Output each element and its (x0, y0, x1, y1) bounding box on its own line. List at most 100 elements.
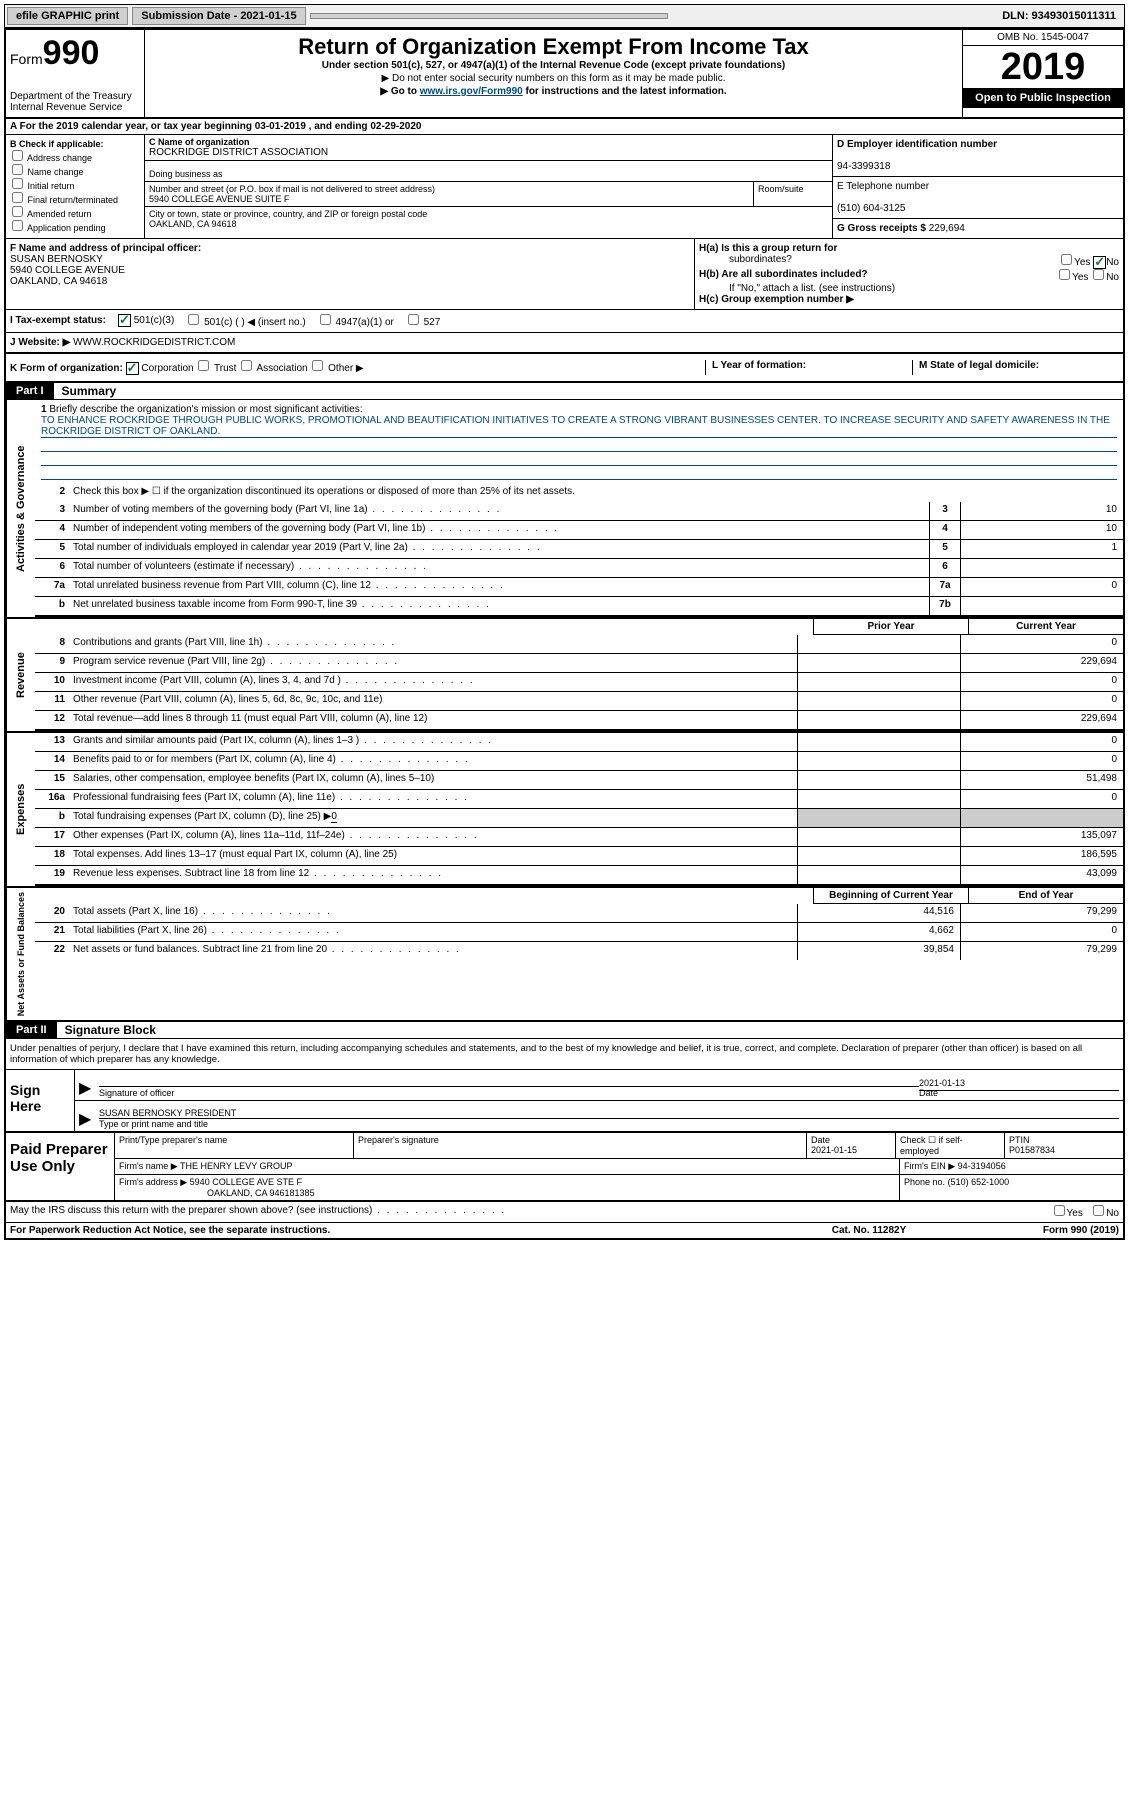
firm-ein: Firm's EIN ▶ 94-3194056 (900, 1159, 1123, 1174)
chk-501c3[interactable]: 501(c)(3) (118, 314, 174, 327)
org-name: ROCKRIDGE DISTRICT ASSOCIATION (149, 147, 328, 158)
chk-assoc[interactable]: Association (239, 363, 307, 374)
chk-corp[interactable]: Corporation (126, 363, 194, 374)
v7b (960, 597, 1123, 615)
checkboxes-col: B Check if applicable: Address change Na… (6, 135, 145, 238)
p8 (797, 635, 960, 653)
prep-sig-label: Preparer's signature (354, 1133, 807, 1158)
p17 (797, 828, 960, 846)
omb-number: OMB No. 1545-0047 (963, 30, 1123, 46)
chk-pending[interactable]: Application pending (10, 220, 140, 233)
v4: 10 (960, 521, 1123, 539)
note1: ▶ Do not enter social security numbers o… (151, 73, 956, 84)
prep-date: Date2021-01-15 (807, 1133, 896, 1158)
p18 (797, 847, 960, 865)
mission-box: 1 Briefly describe the organization's mi… (35, 400, 1123, 484)
activities-section: Activities & Governance 1 Briefly descri… (6, 400, 1123, 619)
instructions-link[interactable]: www.irs.gov/Form990 (420, 86, 523, 97)
vert-gov: Activities & Governance (6, 400, 35, 617)
part1-header: Part I Summary (6, 383, 1123, 400)
chk-amended[interactable]: Amended return (10, 206, 140, 219)
f-label: F Name and address of principal officer: (10, 243, 201, 254)
sig-date-field: 2021-01-13 Date (919, 1090, 1119, 1098)
prep-selfemp[interactable]: Check ☐ if self-employed (896, 1133, 1005, 1158)
v18: 186,595 (960, 847, 1123, 865)
netassets-section: Net Assets or Fund Balances Beginning of… (6, 888, 1123, 1022)
efile-btn[interactable]: efile GRAPHIC print (7, 7, 128, 25)
line17: Other expenses (Part IX, column (A), lin… (69, 828, 797, 846)
city-box: City or town, state or province, country… (145, 207, 832, 231)
end-hdr: End of Year (968, 888, 1123, 904)
hb-yesno[interactable]: Yes No (1057, 269, 1119, 283)
top-bar: efile GRAPHIC print Submission Date - 20… (4, 4, 1125, 28)
ein-value: 94-3399318 (837, 161, 890, 172)
chk-other[interactable]: Other ▶ (310, 363, 363, 374)
v15: 51,498 (960, 771, 1123, 789)
chk-4947[interactable]: 4947(a)(1) or (318, 314, 394, 328)
v8: 0 (960, 635, 1123, 653)
mission-text: TO ENHANCE ROCKRIDGE THROUGH PUBLIC WORK… (41, 415, 1117, 438)
addr-box: Number and street (or P.O. box if mail i… (145, 182, 754, 206)
vert-exp: Expenses (6, 733, 35, 886)
org-name-box: C Name of organization ROCKRIDGE DISTRIC… (145, 135, 832, 160)
header-mid: Return of Organization Exempt From Incom… (145, 30, 962, 117)
vert-rev: Revenue (6, 619, 35, 731)
website-url: WWW.ROCKRIDGEDISTRICT.COM (73, 337, 235, 348)
chk-addr-change[interactable]: Address change (10, 150, 140, 163)
org-addr: 5940 COLLEGE AVENUE SUITE F (149, 194, 289, 204)
chk-trust[interactable]: Trust (196, 363, 236, 374)
section-fh: F Name and address of principal officer:… (6, 239, 1123, 310)
k-label: K Form of organization: (10, 363, 123, 374)
ha-yesno[interactable]: Yes No (1059, 254, 1119, 269)
footer-right: Form 990 (2019) (969, 1225, 1119, 1236)
d-label: D Employer identification number (837, 139, 997, 150)
chk-initial[interactable]: Initial return (10, 178, 140, 191)
paid-preparer-section: Paid Preparer Use Only Print/Type prepar… (6, 1133, 1123, 1202)
c-label: C Name of organization (149, 137, 250, 147)
line19: Revenue less expenses. Subtract line 18 … (69, 866, 797, 884)
submission-btn[interactable]: Submission Date - 2021-01-15 (132, 7, 305, 25)
ha2-label: subordinates? (699, 254, 792, 269)
h-group-box: H(a) Is this a group return for subordin… (695, 239, 1123, 309)
chk-527[interactable]: 527 (406, 314, 440, 328)
discuss-yesno[interactable]: Yes No (1052, 1205, 1119, 1219)
section-b: B Check if applicable: Address change Na… (6, 135, 1123, 239)
p12 (797, 711, 960, 729)
firm-name: Firm's name ▶ THE HENRY LEVY GROUP (115, 1159, 900, 1174)
inspection-label: Open to Public Inspection (963, 88, 1123, 108)
hb-label: H(b) Are all subordinates included? (699, 269, 868, 280)
note2: ▶ Go to www.irs.gov/Form990 for instruct… (151, 86, 956, 97)
v9: 229,694 (960, 654, 1123, 672)
part1-title: Summary (54, 384, 117, 398)
beg-hdr: Beginning of Current Year (813, 888, 968, 904)
v20b: 44,516 (797, 904, 960, 922)
revenue-section: Revenue Prior Year Current Year 8Contrib… (6, 619, 1123, 733)
current-hdr: Current Year (968, 619, 1123, 635)
m-state: M State of legal domicile: (912, 360, 1119, 375)
website-row: J Website: ▶ WWW.ROCKRIDGEDISTRICT.COM (6, 333, 1123, 354)
period-row: A For the 2019 calendar year, or tax yea… (6, 119, 1123, 135)
p11 (797, 692, 960, 710)
mission-blank3 (41, 466, 1117, 480)
form-label: Form (10, 51, 43, 67)
chk-name-change[interactable]: Name change (10, 164, 140, 177)
note2-pre: ▶ Go to (380, 86, 419, 97)
dln-text: DLN: 93493015011311 (1002, 10, 1122, 22)
sig-officer-field[interactable]: Signature of officer (99, 1086, 919, 1098)
p14 (797, 752, 960, 770)
v16a: 0 (960, 790, 1123, 808)
line3: Number of voting members of the governin… (69, 502, 929, 520)
sig-type-label: Type or print name and title (99, 1118, 1119, 1129)
v3: 10 (960, 502, 1123, 520)
chk-501c[interactable]: 501(c) ( ) ◀ (insert no.) (186, 314, 305, 328)
line11: Other revenue (Part VIII, column (A), li… (69, 692, 797, 710)
p10 (797, 673, 960, 691)
chk-final[interactable]: Final return/terminated (10, 192, 140, 205)
vert-net: Net Assets or Fund Balances (6, 888, 35, 1020)
line16a: Professional fundraising fees (Part IX, … (69, 790, 797, 808)
j-label: J Website: ▶ (10, 337, 70, 348)
form-header: Form990 Department of the Treasury Inter… (6, 30, 1123, 119)
firm-addr: Firm's address ▶ 5940 COLLEGE AVE STE F … (115, 1175, 900, 1200)
line14: Benefits paid to or for members (Part IX… (69, 752, 797, 770)
line5: Total number of individuals employed in … (69, 540, 929, 558)
